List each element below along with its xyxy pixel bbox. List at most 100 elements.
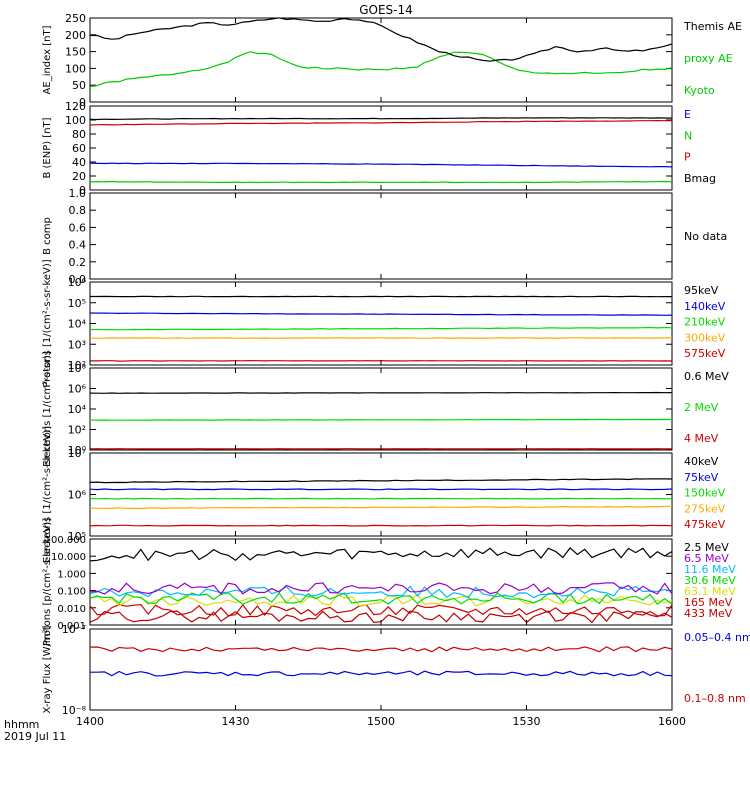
legend-label: 4 MeV: [684, 432, 719, 445]
series-line-210kev: [90, 326, 673, 331]
ytick-label: 0: [79, 184, 86, 197]
legend-label: Kyoto: [684, 84, 715, 97]
series-line-11-6-mev: [89, 585, 673, 599]
series-line-p: [89, 119, 672, 126]
legend-label: 40keV: [684, 455, 719, 468]
ytick-label: 10²: [68, 359, 86, 372]
ytick-label: 0.100: [57, 587, 86, 598]
series-line-bmag: [89, 117, 673, 121]
ylabel-electrons_mev: Electrons [1/(cm²-s-sr)]: [42, 351, 53, 467]
legend-label: 63.1 MeV: [684, 585, 736, 598]
legend-label: 95keV: [684, 284, 719, 297]
xtick-label: 1530: [513, 715, 541, 728]
legend-label: 0.1–0.8 nm: [684, 692, 746, 705]
legend-label: 475keV: [684, 518, 726, 531]
panel-frame-protons_low: [89, 281, 673, 366]
ytick-label: 100.000: [45, 535, 86, 546]
legend-label: 433 MeV: [684, 607, 733, 620]
panel-frame-xray: [89, 628, 673, 711]
legend-label: E: [684, 108, 691, 121]
ytick-label: 20: [72, 170, 86, 183]
series-line-475kev: [89, 524, 673, 527]
ylabel-xray: X-ray Flux [W/m²]: [42, 625, 53, 713]
no-data-note: No data: [684, 230, 727, 243]
legend-label: 0.05–0.4 nm: [684, 631, 750, 644]
series-line-0-1-0-8-nm: [89, 646, 673, 653]
panel-frame-ae: [89, 17, 673, 103]
ytick-label: 10⁴: [68, 403, 87, 416]
ytick-label: 0: [79, 96, 86, 109]
ytick-label: 120: [65, 100, 86, 113]
xtick-label: 1430: [222, 715, 250, 728]
ylabel-protons_low: Protons [1/(cm²-s-sr-keV)]: [42, 259, 53, 387]
ytick-label: 10⁷: [68, 447, 86, 460]
ytick-label: 0.8: [69, 204, 87, 217]
legend-label: 0.6 MeV: [684, 370, 729, 383]
ytick-label: 10⁴: [68, 318, 87, 331]
legend-label: 6.5 MeV: [684, 552, 729, 565]
series-line-30-6-mev: [89, 592, 673, 605]
panel-frame-electrons_mev: [89, 367, 673, 451]
legend-label: proxy AE: [684, 52, 733, 65]
ytick-label: 10⁻⁷: [62, 623, 86, 636]
legend-label: 165 MeV: [684, 596, 733, 609]
series-line-themis-ae: [89, 17, 673, 62]
ytick-label: 1.0: [69, 187, 87, 200]
legend-label: 75keV: [684, 471, 719, 484]
ytick-label: 10³: [68, 338, 86, 351]
ytick-label: 1.000: [57, 569, 86, 580]
figure-title: GOES-14: [359, 3, 413, 17]
series-line-0-6-mev: [89, 391, 673, 394]
ytick-label: 0.0: [69, 273, 87, 286]
series-line-6-5-mev: [89, 582, 673, 596]
legend-label: Themis AE: [683, 20, 742, 33]
panel-frame-protons_mev: [89, 538, 673, 626]
series-line-e: [89, 162, 673, 168]
series-line-2-mev: [89, 418, 672, 421]
legend-label: 150keV: [684, 487, 726, 500]
ytick-label: 10⁰: [68, 444, 87, 457]
ytick-label: 40: [72, 156, 86, 169]
series-line-n: [89, 180, 673, 184]
ytick-label: 10⁶: [68, 276, 87, 289]
panel-frame-bcomp: [89, 192, 673, 280]
series-line-150kev: [89, 497, 673, 500]
legend-label: 300keV: [684, 331, 726, 344]
ytick-label: 60: [72, 142, 86, 155]
ytick-label: 10²: [68, 424, 86, 437]
legend-label: 575keV: [684, 347, 726, 360]
ytick-label: 50: [72, 79, 86, 92]
ytick-label: 0.010: [57, 604, 86, 615]
series-line-0-05-0-4-nm: [90, 670, 673, 677]
legend-label: 2.5 MeV: [684, 541, 729, 554]
ytick-label: 0.4: [69, 239, 87, 252]
ylabel-protons_mev: Protons [p/(cm²-s-sr-keV)]: [42, 518, 53, 646]
series-line-140kev: [89, 312, 673, 316]
ylabel-ae: AE_index [nT]: [42, 25, 53, 94]
ytick-label: 150: [65, 46, 86, 59]
ytick-label: 0.001: [57, 621, 86, 632]
ytick-label: 200: [65, 29, 86, 42]
ytick-label: 100: [65, 114, 86, 127]
series-line-kyoto: [89, 51, 673, 88]
footer-hhmm: hhmm: [4, 718, 39, 731]
ytick-label: 250: [65, 12, 86, 25]
xtick-label: 1400: [76, 715, 104, 728]
ytick-label: 10⁶: [68, 489, 87, 502]
ytick-label: 10⁵: [68, 297, 86, 310]
legend-label: N: [684, 129, 692, 142]
ylabel-benp: B (ENP) [nT]: [42, 117, 53, 178]
ytick-label: 10⁻⁸: [62, 704, 87, 717]
ytick-label: 10.000: [51, 552, 86, 563]
ytick-label: 10⁸: [68, 362, 87, 375]
series-line-165-mev: [89, 603, 673, 617]
ytick-label: 0.6: [69, 221, 87, 234]
xtick-label: 1500: [367, 715, 395, 728]
legend-label: 30.6 MeV: [684, 574, 736, 587]
legend-label: 11.6 MeV: [684, 563, 736, 576]
ytick-label: 80: [72, 128, 86, 141]
ylabel-electrons_kev: Electrons [1/(cm²-s-sr-keV)]: [42, 426, 53, 563]
legend-label: 275keV: [684, 502, 726, 515]
